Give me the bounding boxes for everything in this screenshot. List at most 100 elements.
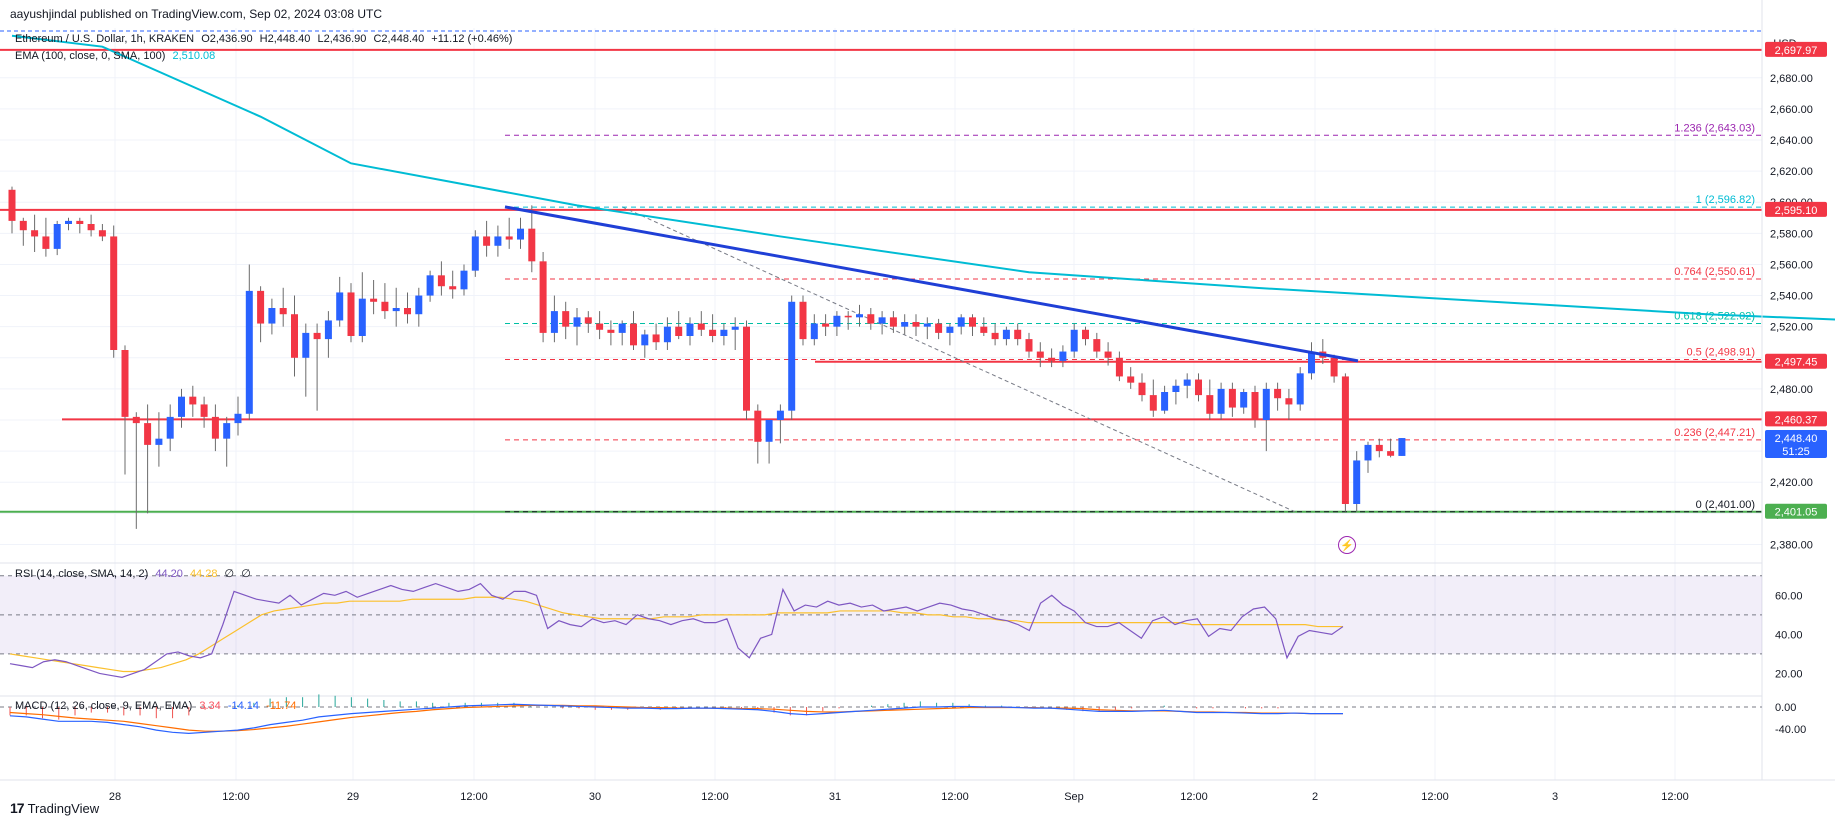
fib-level-label: 0 (2,401.00)	[1696, 499, 1755, 511]
candle-body	[833, 315, 841, 327]
candle-body	[822, 323, 830, 327]
candle	[65, 217, 72, 231]
price-label: 2,595.10	[1765, 201, 1827, 217]
price-label: 2,497.45	[1765, 353, 1827, 369]
candle-body	[1014, 329, 1022, 340]
time-tick: 12:00	[1661, 791, 1689, 803]
candle-body	[912, 322, 920, 327]
candle	[1206, 379, 1214, 420]
candle	[901, 314, 909, 335]
candle-body	[1104, 351, 1112, 358]
candle-body	[336, 292, 344, 321]
candle-body	[178, 396, 185, 417]
rsi-line	[9, 582, 1344, 678]
candle	[358, 272, 366, 343]
macd-tick: 0.00	[1775, 702, 1796, 714]
candle	[460, 264, 468, 296]
bearish-trend-line	[504, 205, 1359, 363]
rsi-extra-2: ∅	[241, 568, 251, 580]
candle-body	[856, 314, 863, 318]
open-value: O2,436.90	[201, 33, 253, 45]
candle-body	[437, 275, 445, 287]
candle-body	[1138, 382, 1146, 396]
candle	[1161, 385, 1169, 414]
candle	[1217, 382, 1225, 420]
candle	[878, 311, 886, 335]
candle-body	[1364, 444, 1372, 461]
candle-body	[31, 230, 39, 237]
candle	[562, 301, 570, 340]
candle-body	[1285, 398, 1293, 405]
candle-body	[946, 326, 954, 333]
candle-body	[969, 317, 976, 327]
candle	[313, 323, 321, 411]
candle	[889, 311, 897, 333]
candle	[822, 314, 830, 336]
lightning-icon[interactable]: ⚡	[1338, 536, 1356, 554]
candle	[8, 186, 16, 234]
candle	[1319, 339, 1327, 364]
candle-body	[404, 308, 411, 315]
candle	[392, 287, 400, 327]
candle-body	[550, 311, 558, 333]
candle	[1398, 438, 1406, 456]
candle-body	[720, 329, 728, 336]
candle	[1127, 367, 1135, 389]
candle	[833, 311, 841, 336]
candle	[1330, 354, 1338, 383]
candle-body	[1206, 395, 1214, 414]
candle-body	[358, 298, 366, 336]
candle-body	[901, 322, 909, 327]
candle-body	[1398, 438, 1406, 456]
macd-legend: MACD (12, 26, close, 9, EMA, EMA) 3.34 -…	[15, 700, 300, 712]
candle	[686, 317, 694, 346]
candle	[1387, 438, 1395, 458]
candle	[370, 280, 378, 315]
rsi-tick: 60.00	[1775, 590, 1803, 602]
candle	[336, 276, 344, 327]
candle	[76, 217, 84, 234]
candle-body	[1296, 373, 1304, 405]
price-label-text: 2,460.37	[1775, 414, 1818, 426]
tradingview-logo[interactable]: 17 TradingView	[10, 800, 99, 816]
candle-body	[1048, 357, 1056, 361]
candle	[279, 287, 287, 327]
candle	[596, 311, 604, 340]
candle-body	[189, 396, 197, 405]
candle-body	[483, 236, 491, 246]
candle	[867, 308, 875, 330]
candle	[935, 318, 943, 340]
time-tick: 12:00	[222, 791, 250, 803]
candle	[291, 295, 298, 377]
candle-body	[200, 404, 208, 417]
ema-value: 2,510.08	[172, 50, 216, 62]
candle	[969, 314, 976, 336]
rsi-label: RSI (14, close, SMA, 14, 2)	[15, 568, 149, 580]
candle-body	[686, 323, 694, 336]
time-axis: 28 12:00 29 12:00 30 12:00 31 12:00 Sep 12:00 2 12:…	[109, 791, 1689, 803]
candle-body	[765, 420, 773, 442]
candle	[743, 320, 750, 420]
candle-body	[1161, 392, 1169, 411]
candle-body	[279, 308, 287, 315]
price-label: 2,401.05	[1765, 503, 1827, 519]
candle-body	[1093, 339, 1101, 352]
rsi-extra-1: ∅	[224, 568, 235, 580]
candle-body	[1002, 329, 1010, 340]
candle-body	[8, 189, 16, 221]
candle-body	[1183, 379, 1191, 386]
candle	[426, 270, 434, 302]
rsi-legend: RSI (14, close, SMA, 14, 2) 44.20 44.28 …	[15, 567, 255, 580]
candle	[110, 225, 118, 358]
candle	[517, 217, 524, 249]
candle-body	[957, 317, 965, 327]
time-tick: 12:00	[1421, 791, 1449, 803]
candle	[211, 404, 219, 452]
candle-body	[630, 323, 637, 346]
candle	[776, 404, 784, 444]
price-tick: 2,380.00	[1770, 539, 1813, 551]
candle	[257, 286, 265, 343]
candle-body	[584, 317, 592, 324]
candle-body	[641, 334, 649, 346]
